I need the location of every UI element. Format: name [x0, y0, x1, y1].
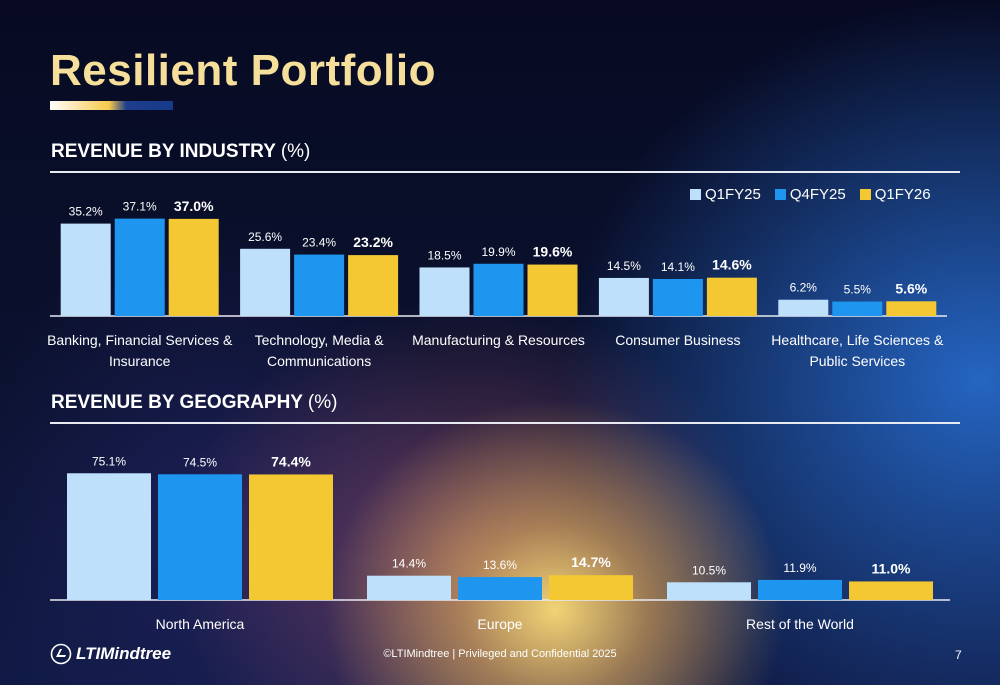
geography-section-unit: (%)	[307, 392, 338, 413]
geography-bar-q4fy25-1	[458, 577, 542, 600]
geography-data-label-q4fy25-0: 74.5%	[183, 455, 217, 469]
legend-swatch-q1fy26	[859, 189, 871, 200]
industry-bar-q1fy26-4	[886, 301, 937, 316]
industry-bar-q4fy25-2	[473, 263, 524, 316]
company-logo: LTIMindtree	[50, 643, 171, 665]
geography-data-label-q1fy25-1: 14.4%	[392, 557, 426, 571]
geography-bar-q4fy25-2	[758, 579, 842, 600]
geography-section-title: REVENUE BY GEOGRAPHY (%)	[51, 392, 337, 414]
legend-label-q1fy25: Q1FY25	[705, 186, 761, 203]
geography-data-label-q1fy26-2: 11.0%	[872, 560, 911, 576]
industry-bar-q4fy25-3	[652, 278, 703, 316]
geography-bar-q1fy26-2	[849, 581, 933, 600]
industry-bar-q1fy26-0	[168, 218, 219, 316]
logo-text: LTIMindtree	[76, 644, 172, 663]
geography-bar-q1fy26-0	[249, 474, 333, 600]
geography-category-label-2: Rest of the World	[746, 616, 854, 632]
industry-bar-q1fy26-3	[706, 277, 757, 316]
industry-category-label-0-line-1: Insurance	[109, 353, 171, 369]
industry-data-label-q1fy26-4: 5.6%	[895, 280, 927, 296]
legend-label-q4fy25: Q4FY25	[789, 186, 846, 203]
industry-category-label-3: Consumer Business	[615, 332, 740, 348]
geography-section-label: REVENUE BY GEOGRAPHY	[51, 392, 303, 413]
geography-data-label-q1fy26-0: 74.4%	[271, 453, 311, 469]
industry-section-divider	[50, 171, 960, 173]
industry-data-label-q1fy26-2: 19.6%	[533, 244, 573, 260]
industry-data-label-q4fy25-3: 14.1%	[661, 260, 695, 274]
industry-category-label-1-line-0: Technology, Media &	[255, 332, 385, 348]
geography-bar-q1fy25-2	[667, 582, 751, 600]
geography-data-label-q4fy25-1: 13.6%	[483, 558, 517, 572]
industry-bar-q1fy26-1	[348, 255, 399, 316]
industry-data-label-q4fy25-0: 37.1%	[123, 200, 157, 214]
industry-data-label-q4fy25-1: 23.4%	[302, 236, 336, 250]
industry-data-label-q1fy25-1: 25.6%	[248, 230, 282, 244]
geography-category-label-0: North America	[156, 616, 245, 632]
industry-section-label: REVENUE BY INDUSTRY	[51, 141, 276, 162]
industry-data-label-q1fy25-0: 35.2%	[69, 205, 103, 219]
industry-bar-q4fy25-1	[294, 254, 345, 316]
industry-bar-q1fy25-1	[240, 248, 291, 316]
industry-section-title: REVENUE BY INDUSTRY (%)	[51, 141, 310, 163]
industry-data-label-q4fy25-4: 5.5%	[844, 283, 872, 297]
industry-section-unit: (%)	[280, 141, 311, 162]
lt-logo-icon	[50, 643, 72, 665]
industry-data-label-q1fy26-1: 23.2%	[353, 234, 393, 250]
legend-swatch-q1fy25	[690, 189, 701, 200]
legend-swatch-q4fy25	[774, 189, 786, 200]
geography-data-label-q1fy25-2: 10.5%	[692, 563, 726, 577]
legend-item-q1fy25: Q1FY25	[690, 186, 761, 203]
industry-data-label-q1fy25-4: 6.2%	[790, 281, 818, 295]
legend-item-q4fy25: Q4FY25	[774, 186, 846, 203]
geography-bar-q1fy26-1	[549, 575, 633, 600]
geography-data-label-q1fy26-1: 14.7%	[571, 554, 611, 570]
industry-bar-q4fy25-0	[114, 218, 165, 316]
industry-bar-q1fy25-0	[60, 223, 111, 316]
copyright-text: ©LTIMindtree | Privileged and Confidenti…	[383, 648, 617, 660]
industry-bar-q1fy25-4	[778, 299, 829, 316]
legend-item-q1fy26: Q1FY26	[859, 186, 931, 203]
geography-data-label-q1fy25-0: 75.1%	[92, 454, 126, 468]
chart-legend: Q1FY25 Q4FY25 Q1FY26	[690, 186, 931, 203]
geography-section-divider	[50, 422, 960, 424]
industry-data-label-q1fy26-3: 14.6%	[712, 257, 752, 273]
page-title: Resilient Portfolio	[50, 46, 436, 95]
industry-data-label-q1fy25-3: 14.5%	[607, 259, 641, 273]
industry-bar-q4fy25-4	[832, 301, 883, 316]
geography-bar-q1fy25-0	[67, 473, 151, 600]
industry-bar-q1fy25-2	[419, 267, 470, 316]
industry-data-label-q4fy25-2: 19.9%	[481, 245, 515, 259]
industry-category-label-2: Manufacturing & Resources	[412, 332, 585, 348]
industry-data-label-q1fy25-2: 18.5%	[427, 248, 461, 262]
industry-data-label-q1fy26-0: 37.0%	[174, 198, 214, 214]
industry-category-label-4-line-1: Public Services	[809, 353, 905, 369]
geography-data-label-q4fy25-2: 11.9%	[783, 561, 816, 575]
geography-bar-q1fy25-1	[367, 575, 451, 600]
geography-category-label-1: Europe	[477, 616, 522, 632]
industry-category-label-4-line-0: Healthcare, Life Sciences &	[771, 332, 944, 348]
page-number: 7	[955, 648, 962, 662]
legend-label-q1fy26: Q1FY26	[874, 186, 931, 203]
industry-bar-q1fy25-3	[598, 277, 649, 316]
industry-category-label-1-line-1: Communications	[267, 353, 371, 369]
industry-bar-q1fy26-2	[527, 264, 578, 316]
industry-category-label-0-line-0: Banking, Financial Services &	[47, 332, 233, 348]
title-accent-bar	[50, 101, 173, 110]
geography-bar-q4fy25-0	[158, 474, 242, 600]
